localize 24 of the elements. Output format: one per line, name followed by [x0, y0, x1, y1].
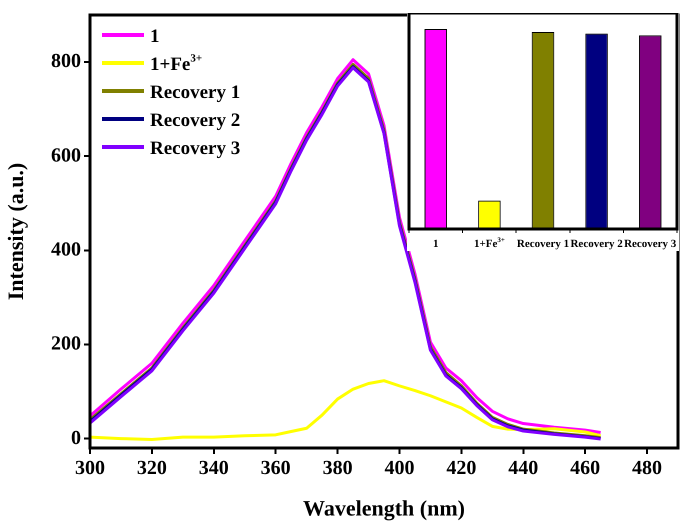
x-tick-label: 420: [446, 457, 476, 480]
legend-label: Recovery 3: [150, 138, 240, 159]
y-axis-title: Intensity (a.u.): [2, 162, 28, 300]
y-tick-label: 200: [51, 332, 81, 355]
legend-label: Recovery 1: [150, 82, 240, 103]
x-tick-label: 480: [632, 457, 662, 480]
y-tick-label: 600: [51, 144, 81, 166]
x-tick-label: Recovery 1: [516, 238, 570, 250]
x-tick-label: 380: [322, 457, 353, 480]
legend-label: 1: [150, 26, 160, 47]
x-tick-label: 1: [433, 238, 439, 250]
x-tick-label: Recovery 2: [570, 238, 624, 250]
x-tick-label: 360: [260, 457, 291, 480]
y-tick-label: 0: [71, 426, 81, 449]
legend-label: Recovery 2: [150, 110, 240, 131]
x-axis-title: Wavelength (nm): [303, 495, 465, 520]
x-tick-label: 320: [136, 457, 167, 480]
x-tick-label: 300: [75, 457, 105, 480]
x-tick-label: 440: [508, 457, 538, 480]
x-tick-label: 340: [198, 457, 229, 480]
y-tick-label: 800: [51, 50, 81, 72]
x-tick-label: 400: [384, 457, 414, 480]
x-tick-label: Recovery 3: [624, 238, 677, 250]
x-tick-label: 460: [570, 457, 600, 480]
